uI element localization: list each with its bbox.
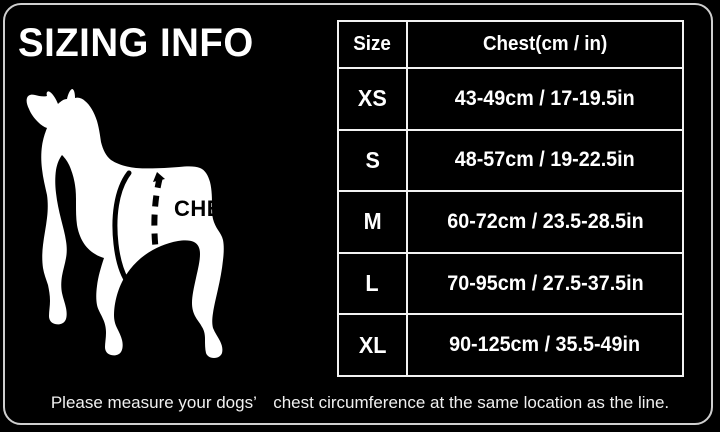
cell-chest: 60-72cm / 23.5-28.5in bbox=[408, 192, 682, 252]
cell-chest: 48-57cm / 19-22.5in bbox=[408, 131, 682, 191]
size-value: M bbox=[363, 208, 382, 235]
size-value: L bbox=[365, 270, 380, 297]
table-header-row: Size Chest(cm / in) bbox=[339, 22, 682, 69]
table-row: XL 90-125cm / 35.5-49in bbox=[339, 315, 682, 375]
header-label-size: Size bbox=[353, 33, 392, 55]
cell-chest: 70-95cm / 27.5-37.5in bbox=[408, 254, 682, 314]
chest-value: 43-49cm / 17-19.5in bbox=[455, 86, 635, 110]
illustration-panel: SIZING INFO CHEST bbox=[0, 0, 330, 432]
cell-size: L bbox=[339, 253, 408, 314]
size-value: XL bbox=[358, 331, 387, 358]
chest-value: 48-57cm / 19-22.5in bbox=[455, 148, 635, 172]
size-value: S bbox=[365, 146, 380, 173]
page-title: SIZING INFO bbox=[18, 21, 254, 65]
table-row: L 70-95cm / 27.5-37.5in bbox=[339, 253, 682, 316]
chest-label: CHEST bbox=[174, 196, 251, 221]
chest-value: 70-95cm / 27.5-37.5in bbox=[446, 271, 644, 295]
table-row: S 48-57cm / 19-22.5in bbox=[339, 130, 682, 193]
cell-chest: 43-49cm / 17-19.5in bbox=[408, 69, 682, 129]
chest-value: 60-72cm / 23.5-28.5in bbox=[446, 209, 644, 233]
chest-band-front-arc bbox=[112, 170, 132, 287]
chest-value: 90-125cm / 35.5-49in bbox=[449, 333, 641, 357]
chest-arrow-bottom bbox=[157, 280, 169, 291]
measurement-instruction: Please measure your dogs’ chest circumfe… bbox=[50, 393, 670, 412]
size-chart-table: Size Chest(cm / in) XS 43-49cm / 17-19.5… bbox=[337, 20, 684, 377]
chest-arrow-top bbox=[153, 172, 165, 182]
dog-body-shape bbox=[26, 89, 224, 358]
table-row: M 60-72cm / 23.5-28.5in bbox=[339, 192, 682, 254]
header-cell-size: Size bbox=[339, 22, 408, 67]
cell-size: XS bbox=[339, 69, 408, 129]
header-cell-chest: Chest(cm / in) bbox=[408, 22, 682, 67]
dog-silhouette-figure: CHEST bbox=[16, 72, 308, 384]
cell-chest: 90-125cm / 35.5-49in bbox=[408, 315, 682, 375]
cell-size: XL bbox=[339, 315, 408, 375]
header-label-chest: Chest(cm / in) bbox=[482, 33, 608, 55]
size-value: XS bbox=[358, 85, 387, 112]
table-row: XS 43-49cm / 17-19.5in bbox=[339, 69, 682, 131]
cell-size: M bbox=[339, 192, 408, 252]
chest-band-rear-dashed bbox=[151, 176, 167, 288]
cell-size: S bbox=[339, 130, 408, 191]
